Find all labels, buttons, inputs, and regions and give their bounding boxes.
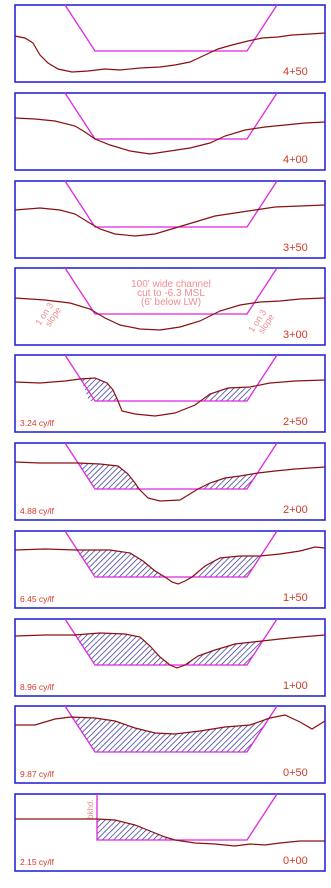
ground-profile xyxy=(14,297,326,331)
cut-area-right xyxy=(198,473,258,489)
panel-frame xyxy=(14,4,326,83)
channel-template xyxy=(64,530,278,578)
panel-frame xyxy=(14,530,326,609)
cut-area-left xyxy=(81,378,118,401)
station-label: 1+00 xyxy=(283,680,308,692)
station-label: 0+50 xyxy=(283,767,308,779)
ground-profile xyxy=(14,204,326,237)
panel-frame xyxy=(14,793,326,872)
panel-frame xyxy=(14,180,326,259)
section-panel: 9.87 cy/lf 0+50 xyxy=(14,705,326,784)
bulkhead-label: bkhd. xyxy=(86,799,95,819)
section-panel: 3.24 cy/lf 2+50 xyxy=(14,354,326,433)
cut-area-right xyxy=(192,556,260,577)
section-panel: 3+50 xyxy=(14,180,326,259)
volume-label: 6.45 cy/lf xyxy=(20,594,55,604)
channel-note-line2: cut to -6.3 MSL xyxy=(137,288,205,299)
volume-label: 2.15 cy/lf xyxy=(20,857,55,867)
ground-profile xyxy=(15,818,325,847)
station-label: 3+00 xyxy=(283,329,308,341)
panel-frame xyxy=(14,267,326,346)
station-label: 2+00 xyxy=(283,504,308,516)
channel-template xyxy=(64,442,278,490)
channel-template xyxy=(64,705,278,753)
cut-area-left xyxy=(97,819,175,840)
channel-template xyxy=(64,180,278,228)
section-panel: 8.96 cy/lf 1+00 xyxy=(14,618,326,697)
section-panel: bkhd. 2.15 cy/lf 0+00 xyxy=(14,793,326,872)
ground-profile xyxy=(14,32,326,73)
section-panel: 4+50 xyxy=(14,4,326,83)
ground-profile xyxy=(15,714,326,735)
station-label: 3+50 xyxy=(283,242,308,254)
channel-note-line1: 100' wide channel xyxy=(131,279,211,290)
channel-template xyxy=(96,793,278,841)
cut-area-left xyxy=(76,550,165,577)
cut-area-left xyxy=(74,633,170,665)
panel-frame xyxy=(14,442,326,521)
ground-profile xyxy=(14,117,326,155)
channel-note-line3: (6' below LW) xyxy=(141,297,201,308)
channel-template xyxy=(64,92,278,140)
cut-area-left xyxy=(78,463,139,489)
station-label: 4+00 xyxy=(283,154,308,166)
volume-label: 4.88 cy/lf xyxy=(20,506,55,516)
channel-template xyxy=(64,4,278,52)
ground-profile xyxy=(14,632,326,669)
ground-profile xyxy=(14,377,326,417)
panel-frame xyxy=(14,92,326,171)
ground-profile xyxy=(14,546,326,585)
panel-frame xyxy=(14,354,326,433)
section-panel: 4+00 xyxy=(14,92,326,171)
cut-area-right xyxy=(200,388,253,401)
cut-area-right xyxy=(185,641,262,665)
cut-area-left xyxy=(71,717,270,752)
volume-label: 3.24 cy/lf xyxy=(20,418,55,428)
channel-template xyxy=(64,354,278,402)
station-label: 4+50 xyxy=(283,66,308,78)
panel-frame xyxy=(14,618,326,697)
station-label: 2+50 xyxy=(283,416,308,428)
station-label: 1+50 xyxy=(283,592,308,604)
volume-label: 9.87 cy/lf xyxy=(20,769,55,779)
channel-template xyxy=(64,267,278,315)
section-panel: 6.45 cy/lf 1+50 xyxy=(14,530,326,609)
station-label: 0+00 xyxy=(283,855,308,867)
section-panel: 4.88 cy/lf 2+00 xyxy=(14,442,326,521)
section-panel: 100' wide channel cut to -6.3 MSL (6' be… xyxy=(14,267,326,346)
volume-label: 8.96 cy/lf xyxy=(20,682,55,692)
ground-profile xyxy=(14,461,326,502)
